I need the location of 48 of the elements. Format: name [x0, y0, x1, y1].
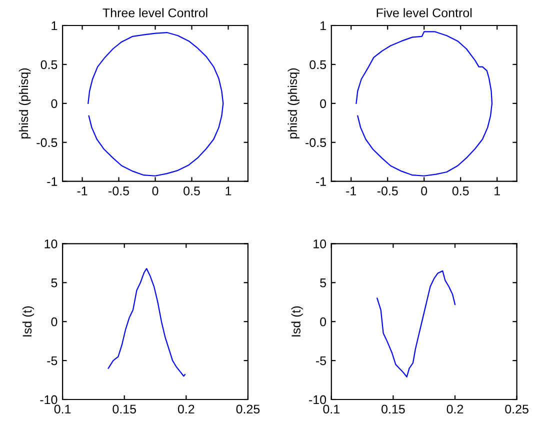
x-tick-label: 0.15: [112, 404, 136, 414]
line-series: [88, 32, 224, 176]
y-tick-label: 0.5: [40, 60, 58, 70]
x-tick-label: -1: [346, 186, 356, 196]
x-tick-label: -0.5: [377, 186, 398, 196]
y-axis-title: Isd (t): [291, 306, 303, 336]
y-tick-label: 5: [320, 278, 326, 288]
x-tick-label: 0.1: [323, 404, 340, 414]
x-tick-label: 0.25: [236, 404, 260, 414]
y-tick-label: 1: [52, 21, 58, 30]
x-tick-label: 0.2: [446, 404, 464, 414]
x-tick-label: 1: [226, 186, 232, 196]
x-tick-label: 0.15: [382, 404, 405, 414]
y-tick-label: 0: [320, 99, 326, 108]
y-tick-label: -10: [309, 395, 326, 404]
y-tick-label: -1: [47, 177, 58, 186]
y-tick-label: -5: [47, 356, 58, 366]
x-tick-label: 0: [152, 186, 158, 196]
y-tick-label: -10: [40, 395, 58, 404]
y-tick-label: -0.5: [36, 138, 58, 148]
x-tick-label: 0: [421, 186, 428, 196]
y-tick-label: 5: [51, 278, 58, 288]
line-series: [108, 268, 186, 377]
x-tick-label: 0.25: [505, 404, 528, 414]
y-axis-title: Isd (t): [22, 306, 34, 336]
x-tick-label: 0.5: [184, 186, 200, 196]
y-tick-label: 1: [320, 21, 326, 30]
x-tick-label: 0.5: [452, 186, 469, 196]
y-axis-title: phisd (phisq): [18, 68, 31, 138]
y-tick-label: -0.5: [306, 138, 326, 148]
y-tick-label: 10: [314, 239, 326, 248]
line-series: [376, 270, 456, 378]
y-tick-label: 0: [320, 317, 326, 326]
y-tick-label: -5: [316, 356, 326, 366]
x-tick-label: 1: [494, 186, 500, 196]
y-tick-label: 0: [51, 317, 58, 326]
x-tick-label: 0.1: [54, 404, 71, 414]
line-series: [356, 31, 493, 176]
y-tick-label: -1: [316, 177, 326, 186]
y-tick-label: 10: [44, 239, 58, 248]
x-tick-label: -1: [77, 186, 88, 196]
chart-title: Five level Control: [376, 8, 472, 18]
y-tick-label: 0.5: [310, 60, 326, 70]
x-tick-label: -0.5: [108, 186, 130, 196]
y-tick-label: 0: [51, 99, 58, 108]
chart-title: Three level Control: [102, 8, 208, 18]
x-tick-label: 0.2: [178, 404, 194, 414]
y-axis-title: phisd (phisq): [288, 68, 300, 138]
